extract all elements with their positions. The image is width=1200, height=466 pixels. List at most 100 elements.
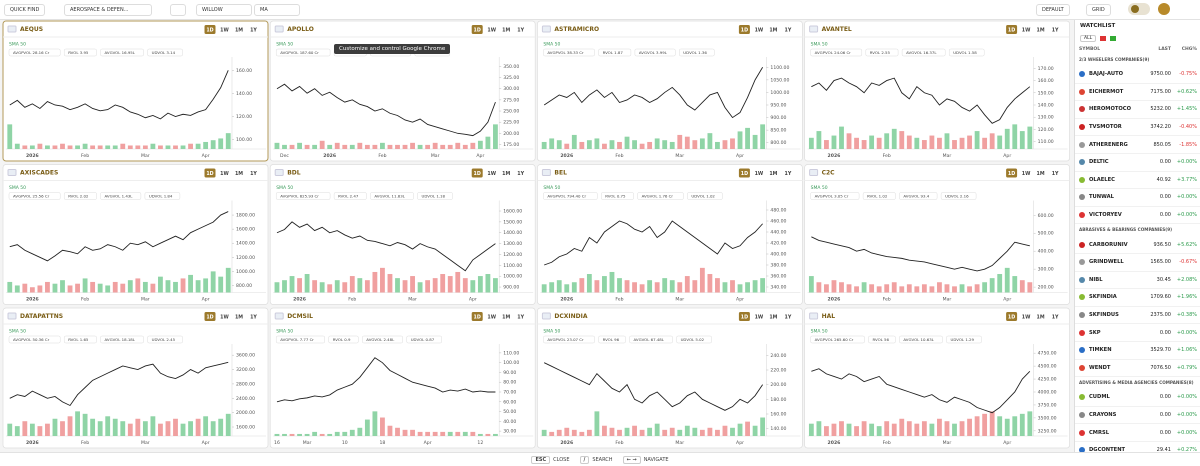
group-select[interactable]: AEROSPACE & DEFEN... — [64, 4, 152, 16]
watch-row[interactable]: WENDT 7076.50 +0.79% — [1075, 360, 1200, 378]
layout-button[interactable]: DEFAULT — [1036, 4, 1070, 16]
volume-bar — [944, 284, 950, 293]
timeframe-button[interactable]: 1M — [769, 27, 777, 33]
timeframe-button[interactable]: 1M — [1037, 171, 1045, 177]
watch-row[interactable]: NIBL 30.45 +2.08% — [1075, 272, 1200, 290]
volume-bar — [22, 145, 28, 149]
timeframe-button[interactable]: 1W — [755, 314, 764, 320]
watch-row[interactable]: VICTORYEV 0.00 +0.00% — [1075, 207, 1200, 225]
volume-bar — [304, 274, 310, 293]
volume-bar — [816, 421, 822, 436]
filter-all[interactable]: ALL — [1080, 35, 1097, 42]
timeframe-button[interactable]: 1D — [474, 27, 481, 33]
watch-row[interactable]: CARBORUNIV 936.50 +5.62% — [1075, 236, 1200, 254]
timeframe-button[interactable]: 1Y — [1052, 314, 1059, 320]
watch-row[interactable]: OLAELEC 40.92 +3.77% — [1075, 172, 1200, 190]
timeframe-button[interactable]: 1D — [741, 171, 748, 177]
volume-bar — [210, 140, 216, 149]
indicator-select[interactable]: MA — [254, 4, 300, 16]
watch-row[interactable]: BAJAJ-AUTO 9750.00 -0.75% — [1075, 66, 1200, 84]
timeframe-button[interactable]: 1D — [206, 27, 213, 33]
timeframe-button[interactable]: 1M — [235, 27, 243, 33]
watch-row[interactable]: DELTIC 0.00 +0.00% — [1075, 154, 1200, 172]
timeframe-button[interactable]: 1Y — [1052, 171, 1059, 177]
timeframe-button[interactable]: 1Y — [517, 27, 524, 33]
timeframe-button[interactable]: 1Y — [784, 314, 791, 320]
watch-row[interactable]: TVSMOTOR 3742.20 -0.40% — [1075, 119, 1200, 137]
price-line — [276, 357, 496, 403]
shortcut-key: ESC — [531, 456, 551, 464]
watch-row[interactable]: CRAYONS 0.00 +0.00% — [1075, 407, 1200, 425]
watch-row[interactable]: HEROMOTOCO 5232.00 +1.45% — [1075, 101, 1200, 119]
watch-row[interactable]: SKFINDIA 1709.60 +1.96% — [1075, 289, 1200, 307]
x-tick-label: Apr — [202, 440, 210, 446]
volume-bar — [831, 423, 837, 436]
symbol: TUNWAL — [1089, 194, 1114, 201]
timeframe-button[interactable]: 1D — [1008, 27, 1015, 33]
timeframe-button[interactable]: 1M — [502, 27, 510, 33]
timeframe-button[interactable]: 1M — [1037, 314, 1045, 320]
timeframe-button[interactable]: 1M — [1037, 27, 1045, 33]
timeframe-button[interactable]: 1W — [487, 27, 496, 33]
watch-row[interactable]: TUNWAL 0.00 +0.00% — [1075, 189, 1200, 207]
timeframe-button[interactable]: 1W — [755, 171, 764, 177]
timeframe-button[interactable]: 1D — [1008, 171, 1015, 177]
volume-bar — [586, 429, 592, 436]
timeframe-button[interactable]: 1D — [206, 171, 213, 177]
price-line — [9, 361, 229, 407]
symbol-icon — [1079, 106, 1085, 113]
avatar[interactable] — [1158, 3, 1170, 15]
timeframe-button[interactable]: 1D — [206, 314, 213, 320]
timeframe-button[interactable]: 1M — [502, 314, 510, 320]
timeframe-button[interactable]: 1Y — [250, 314, 257, 320]
timeframe-button[interactable]: 1W — [487, 171, 496, 177]
watch-row[interactable]: ATHERENERG 850.05 -1.85% — [1075, 136, 1200, 154]
volume-bar — [639, 429, 645, 436]
stat-chip-text: AVGPVOL 794.40 Cr — [547, 193, 586, 198]
timeframe-button[interactable]: 1D — [474, 171, 481, 177]
timeframe-button[interactable]: 1W — [487, 314, 496, 320]
timeframe-button[interactable]: 1M — [235, 314, 243, 320]
watch-row[interactable]: SKFINDUS 2375.00 +0.38% — [1075, 307, 1200, 325]
timeframe-button[interactable]: 1W — [220, 314, 229, 320]
template-select[interactable]: WILLOW — [196, 4, 252, 16]
watch-row[interactable]: CMRSL 0.00 +0.00% — [1075, 424, 1200, 442]
watch-row[interactable]: EICHERMOT 7175.00 +0.62% — [1075, 84, 1200, 102]
stat-chip — [679, 48, 715, 57]
watch-row[interactable]: TIMKEN 3529.70 +1.06% — [1075, 342, 1200, 360]
timeframe-button[interactable]: 1Y — [250, 27, 257, 33]
timeframe-button[interactable]: 1M — [769, 314, 777, 320]
timeframe-button[interactable]: 1M — [235, 171, 243, 177]
timeframe-button[interactable]: 1Y — [784, 27, 791, 33]
timeframe-button[interactable]: 1W — [755, 27, 764, 33]
timeframe-button[interactable]: 1M — [769, 171, 777, 177]
volume-bar — [470, 431, 476, 436]
watch-row[interactable]: SKP 0.00 +0.00% — [1075, 324, 1200, 342]
timeframe-button[interactable]: 1D — [741, 314, 748, 320]
timeframe-button[interactable]: 1W — [1022, 27, 1031, 33]
quick-find[interactable]: QUICK FIND — [4, 4, 46, 16]
view-button[interactable]: GRID — [1086, 4, 1111, 16]
timeframe-button[interactable]: 1W — [220, 171, 229, 177]
stepper[interactable] — [170, 4, 186, 16]
timeframe-button[interactable]: 1D — [474, 314, 481, 320]
timeframe-button[interactable]: 1Y — [517, 171, 524, 177]
timeframe-button[interactable]: 1Y — [517, 314, 524, 320]
volume-bar — [974, 416, 980, 436]
volume-bar — [899, 131, 905, 149]
timeframe-button[interactable]: 1Y — [1052, 27, 1059, 33]
flag[interactable] — [1100, 36, 1107, 41]
timeframe-button[interactable]: 1W — [1022, 314, 1031, 320]
timeframe-button[interactable]: 1M — [502, 171, 510, 177]
timeframe-button[interactable]: 1W — [1022, 171, 1031, 177]
last-price: 30.45 — [1156, 276, 1171, 283]
flag[interactable] — [1110, 36, 1117, 41]
timeframe-button[interactable]: 1D — [741, 27, 748, 33]
watch-row[interactable]: GRINDWELL 1565.00 -0.67% — [1075, 254, 1200, 272]
stat-chip — [100, 335, 144, 344]
timeframe-button[interactable]: 1Y — [784, 171, 791, 177]
watch-row[interactable]: CUDML 0.00 +0.00% — [1075, 389, 1200, 407]
timeframe-button[interactable]: 1Y — [250, 171, 257, 177]
timeframe-button[interactable]: 1D — [1008, 314, 1015, 320]
timeframe-button[interactable]: 1W — [220, 27, 229, 33]
